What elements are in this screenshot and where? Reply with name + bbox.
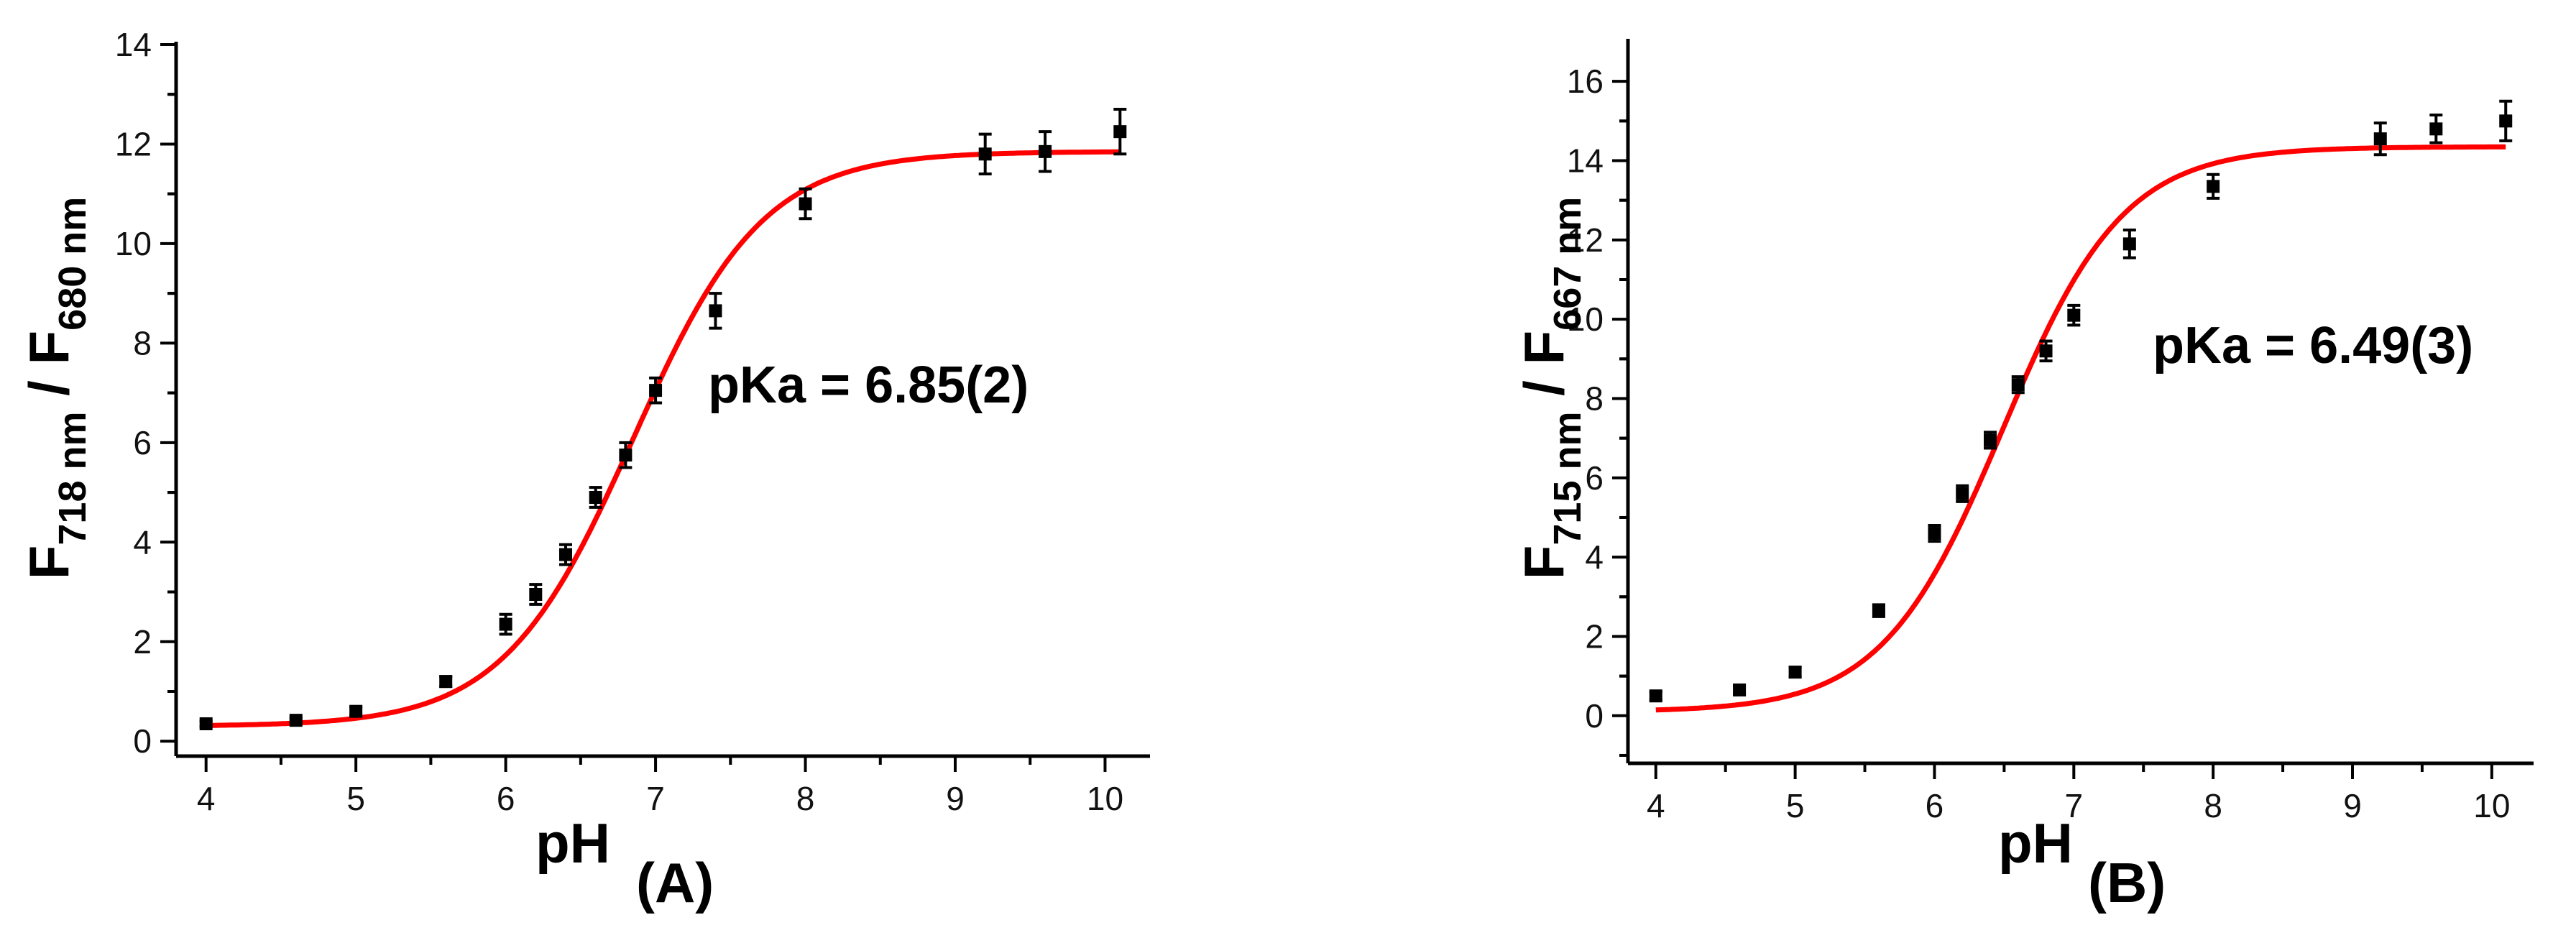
data-point <box>1039 144 1052 158</box>
data-point <box>2499 114 2513 128</box>
data-point <box>1928 527 1941 540</box>
data-point <box>1113 125 1127 139</box>
data-point <box>1733 683 1747 696</box>
data-point <box>1649 689 1662 703</box>
x-tick-label: 4 <box>1647 787 1665 824</box>
y-tick-label: 8 <box>133 324 152 362</box>
x-tick-label: 5 <box>1786 787 1805 824</box>
data-point <box>439 675 453 689</box>
y-tick-label: 2 <box>133 623 152 661</box>
data-point <box>2011 378 2025 392</box>
data-point <box>619 448 632 462</box>
x-tick-label: 6 <box>497 780 515 817</box>
y-tick-label: 6 <box>133 424 152 461</box>
data-point <box>2207 180 2220 193</box>
x-axis-title: pH <box>1998 811 2073 875</box>
y-tick-label: 4 <box>133 523 152 561</box>
data-point <box>1956 487 1969 500</box>
y-tick-label: 2 <box>1585 617 1604 655</box>
data-point <box>529 588 543 601</box>
data-point <box>978 147 992 161</box>
x-tick-label: 5 <box>346 780 365 817</box>
x-tick-label: 4 <box>197 780 216 817</box>
x-tick-label: 10 <box>2473 787 2510 824</box>
data-point <box>2373 132 2387 146</box>
data-point <box>709 304 722 318</box>
data-point <box>799 197 812 211</box>
fit-curve <box>206 149 1121 728</box>
x-tick-label: 7 <box>646 780 665 817</box>
data-point <box>1984 433 1997 447</box>
fit-curve <box>1655 144 2506 713</box>
x-tick-label: 8 <box>796 780 815 817</box>
data-point <box>1872 604 1885 617</box>
data-point <box>349 704 363 718</box>
y-tick-label: 0 <box>133 722 152 760</box>
chart-panel-2: 4 5 6 7 8 9 10 0 2 4 6 8 10 12 14 16 pKa = 6.49(3) pH(B) F… <box>1512 39 2534 914</box>
data-point <box>199 717 213 730</box>
data-point <box>2067 308 2081 322</box>
x-tick-label: 9 <box>2343 787 2362 824</box>
data-point <box>559 548 572 561</box>
x-axis-title: pH <box>535 811 610 875</box>
chart-panel-1: 4 5 6 7 8 9 10 0 2 4 6 8 10 12 14 pKa = 6.85(2) pH (A) F71… <box>17 26 1150 914</box>
y-tick-label: 12 <box>1567 221 1604 259</box>
data-point <box>499 617 512 631</box>
data-point <box>649 384 663 397</box>
data-point <box>1788 666 1802 679</box>
data-point <box>289 714 303 727</box>
y-tick-label: 10 <box>1567 300 1604 338</box>
y-tick-label: 12 <box>115 125 152 162</box>
x-tick-label: 7 <box>2065 787 2084 824</box>
y-axis-title: F718 nm / F680 nm <box>17 197 94 580</box>
y-tick-label: 4 <box>1585 538 1604 576</box>
y-tick-label: 16 <box>1567 63 1604 100</box>
y-tick-label: 8 <box>1585 380 1604 417</box>
data-point <box>589 491 602 504</box>
data-point <box>2122 237 2136 251</box>
y-tick-label: 14 <box>1567 142 1604 179</box>
pka-annotation: pKa = 6.49(3) <box>2153 317 2473 374</box>
panel-label: (B) <box>2088 851 2166 914</box>
y-tick-label: 0 <box>1585 697 1604 735</box>
y-tick-label: 10 <box>115 225 152 262</box>
data-point <box>2039 344 2053 358</box>
x-tick-label: 10 <box>1087 780 1123 817</box>
panel-label: (A) <box>636 851 714 914</box>
pka-annotation: pKa = 6.85(2) <box>708 356 1029 414</box>
x-tick-label: 8 <box>2204 787 2222 824</box>
y-tick-label: 14 <box>115 26 152 63</box>
y-axis-title: F715 nm / F667 nm <box>1512 197 1589 580</box>
y-tick-label: 6 <box>1585 459 1604 497</box>
data-point <box>2429 122 2443 136</box>
x-tick-label: 6 <box>1926 787 1944 824</box>
x-tick-label: 9 <box>946 780 965 817</box>
